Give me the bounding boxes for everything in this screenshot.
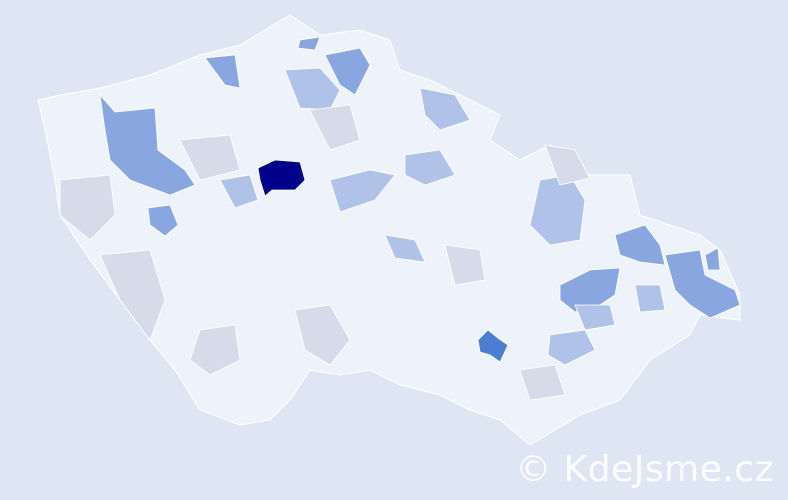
region-light[interactable]	[384, 234, 426, 263]
region-medium[interactable]	[99, 93, 196, 196]
region-medium[interactable]	[559, 267, 621, 313]
region-medium[interactable]	[204, 54, 241, 89]
region-layer	[59, 36, 741, 401]
region-light[interactable]	[284, 67, 341, 111]
region-low[interactable]	[444, 244, 486, 286]
region-low[interactable]	[544, 144, 591, 186]
region-low[interactable]	[179, 134, 241, 181]
region-low[interactable]	[294, 304, 351, 366]
region-light[interactable]	[419, 87, 471, 131]
region-light[interactable]	[219, 174, 259, 209]
region-light[interactable]	[404, 149, 456, 186]
region-medium[interactable]	[704, 247, 721, 271]
region-medium[interactable]	[664, 249, 741, 319]
region-light[interactable]	[574, 304, 616, 331]
region-medium[interactable]	[147, 204, 179, 237]
region-low[interactable]	[519, 364, 566, 401]
region-light[interactable]	[547, 329, 596, 366]
region-low[interactable]	[59, 174, 116, 241]
region-strong[interactable]	[477, 329, 509, 363]
region-light[interactable]	[329, 169, 396, 213]
region-medium[interactable]	[614, 224, 666, 266]
region-low[interactable]	[99, 249, 166, 341]
region-medium[interactable]	[324, 47, 371, 96]
watermark: © KdeJsme.cz	[515, 449, 774, 490]
region-light[interactable]	[634, 284, 666, 313]
region-low[interactable]	[309, 104, 361, 151]
region-medium[interactable]	[297, 36, 321, 51]
region-max[interactable]	[257, 159, 306, 197]
region-low[interactable]	[189, 324, 241, 376]
